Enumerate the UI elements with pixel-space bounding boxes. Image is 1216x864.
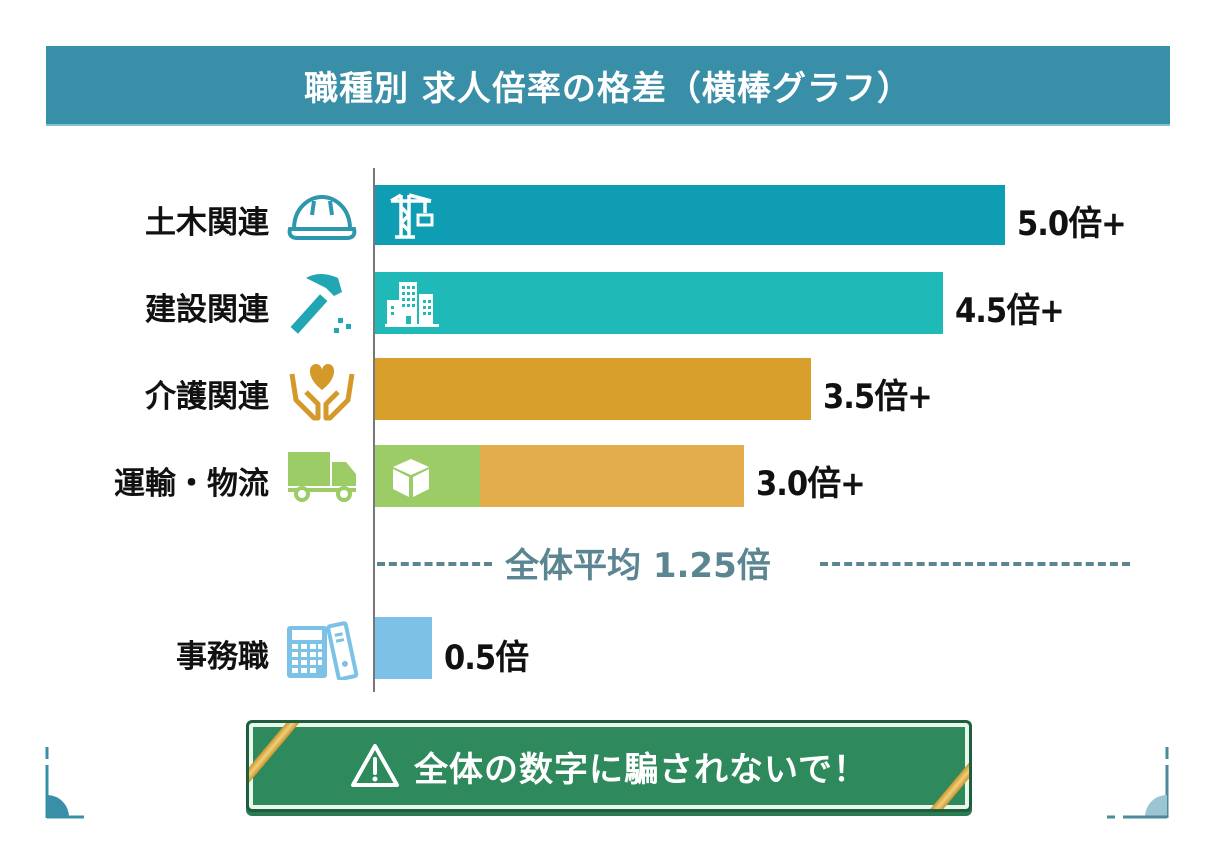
- bar-civil: [375, 185, 1005, 245]
- banner-text: 全体の数字に騙されないで！: [414, 749, 868, 790]
- warning-icon: [351, 744, 399, 787]
- value-label-construction: 4.5倍+: [955, 291, 1065, 331]
- bar-care: [375, 358, 811, 420]
- buildings-icon: [385, 282, 439, 327]
- row-label-office: 事務職: [176, 639, 269, 675]
- box-icon: [393, 459, 429, 497]
- hammer-icon: [290, 274, 351, 334]
- row-label-civil: 土木関連: [145, 205, 269, 241]
- bar-logistics: [375, 445, 744, 507]
- bar-office: [375, 617, 432, 679]
- row-label-construction: 建設関連: [145, 292, 269, 328]
- average-line-right: [820, 562, 1130, 566]
- calculator-binder-icon: [287, 621, 359, 680]
- value-label-care: 3.5倍+: [823, 377, 933, 417]
- hard-hat-icon: [287, 194, 357, 240]
- corner-decoration-right: [1107, 747, 1169, 819]
- row-label-logistics: 運輸・物流: [114, 466, 269, 502]
- row-label-care: 介護関連: [145, 379, 269, 415]
- crane-icon: [390, 193, 434, 239]
- truck-icon: [288, 452, 356, 502]
- value-label-civil: 5.0倍+: [1017, 204, 1127, 244]
- heart-hands-icon: [289, 364, 355, 421]
- gold-ribbon-right: [913, 760, 969, 809]
- value-label-logistics: 3.0倍+: [756, 464, 866, 504]
- corner-decoration-left: [45, 747, 84, 819]
- value-label-office: 0.5倍: [444, 638, 529, 678]
- bar-construction: [375, 272, 943, 334]
- average-label: 全体平均 1.25倍: [505, 546, 771, 586]
- gold-ribbon-left: [249, 723, 303, 788]
- chart-title: 職種別 求人倍率の格差（横棒グラフ）: [304, 68, 912, 109]
- warning-banner: 全体の数字に騙されないで！: [246, 720, 972, 812]
- y-axis-line: [373, 168, 375, 692]
- average-line-left: [377, 562, 492, 566]
- title-bar: 職種別 求人倍率の格差（横棒グラフ）: [46, 46, 1170, 126]
